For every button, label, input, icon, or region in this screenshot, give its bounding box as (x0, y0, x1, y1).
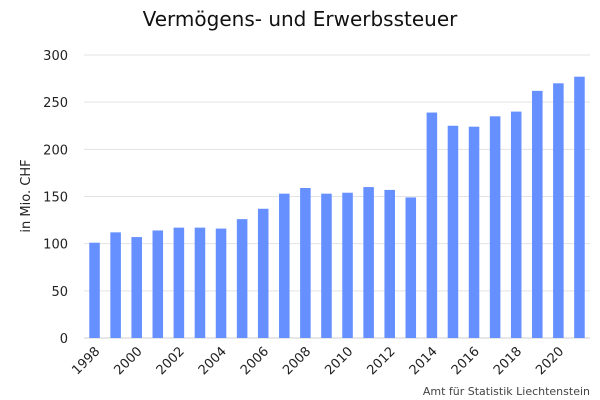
bar-2004 (215, 228, 227, 338)
bar-2017 (489, 116, 501, 338)
x-tick-label: 2014 (407, 344, 441, 378)
bar-2006 (257, 208, 269, 338)
bar-2011 (363, 187, 374, 338)
bar-2020 (553, 83, 564, 338)
bar-2014 (426, 112, 438, 338)
bar-1998 (89, 242, 100, 338)
chart-title: Vermögens- und Erwerbssteuer (143, 7, 459, 31)
bar-2008 (300, 188, 311, 338)
x-tick-label: 2012 (365, 344, 399, 378)
bar-2013 (405, 197, 417, 338)
x-tick-label: 1998 (69, 344, 103, 378)
x-tick-label: 2002 (154, 344, 188, 378)
bars (89, 76, 585, 339)
source-note: Amt für Statistik Liechtenstein (423, 385, 590, 398)
bar-2019 (532, 90, 543, 338)
y-axis-label: in Mio. CHF (19, 159, 34, 232)
x-tick-label: 2006 (238, 344, 272, 378)
bar-2018 (510, 111, 522, 338)
x-tick-label: 2000 (112, 344, 146, 378)
x-tick-label: 2016 (449, 344, 483, 378)
y-tick-label: 250 (43, 96, 68, 111)
bar-2012 (384, 189, 395, 338)
y-tick-label: 150 (43, 191, 68, 206)
y-tick-label: 50 (51, 285, 68, 300)
bar-2005 (236, 219, 248, 338)
x-tick-label: 2004 (196, 344, 230, 378)
y-tick-labels: 0 50 100 150 200 250 300 (43, 49, 68, 347)
bar-2001 (152, 230, 164, 338)
gridlines (84, 54, 590, 339)
y-tick-label: 100 (43, 238, 68, 253)
bar-2003 (194, 227, 206, 338)
x-tick-label: 2018 (491, 344, 525, 378)
bar-2021 (574, 76, 585, 339)
y-tick-label: 300 (43, 49, 68, 64)
bar-2002 (173, 227, 185, 338)
bar-2016 (468, 126, 480, 339)
bar-2015 (447, 125, 459, 338)
x-tick-label: 2008 (280, 344, 314, 378)
bar-2010 (342, 192, 353, 338)
x-tick-labels: 1998 2000 2002 2004 2006 2008 2010 2012 2014 2016… (69, 344, 567, 378)
y-tick-label: 0 (60, 332, 68, 347)
bar-2007 (279, 193, 290, 338)
x-tick-label: 2010 (322, 344, 356, 378)
bar-2000 (131, 237, 142, 338)
bar-2009 (321, 193, 332, 338)
x-tick-label: 2020 (533, 344, 567, 378)
bar-1999 (110, 232, 121, 338)
y-tick-label: 200 (43, 143, 68, 158)
